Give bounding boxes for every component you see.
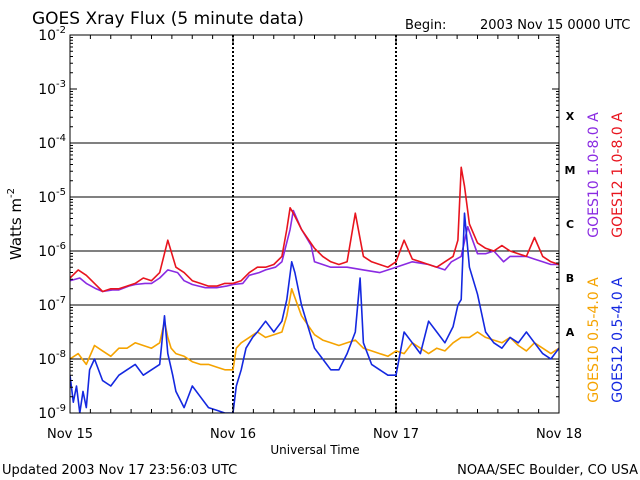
day-separators [232, 35, 397, 413]
legend-label: GOES10 0.5-4.0 A [586, 277, 602, 403]
y-tick-label-base: 10 [38, 352, 56, 368]
flare-class-labels: X M C B A [565, 110, 576, 339]
y-tick-label: 10-9 [38, 403, 66, 422]
y-tick-label-exponent: -7 [56, 295, 66, 306]
y-tick-label: 10-4 [38, 133, 66, 152]
legend: GOES10 1.0-8.0 A GOES12 1.0-8.0 A GOES10 0… [586, 112, 626, 403]
series-lines [70, 166, 559, 413]
x-axis-ticks: Nov 15 Nov 16 Nov 17 Nov 18 [47, 35, 582, 442]
y-tick-label: 10-6 [38, 241, 66, 260]
y-tick-label-exponent: -9 [56, 403, 66, 414]
y-tick-label-base: 10 [38, 28, 56, 44]
y-tick-label-base: 10 [38, 136, 56, 152]
x-axis-label: Universal Time [270, 443, 359, 457]
series-line [70, 212, 559, 413]
y-tick-label-exponent: -6 [56, 241, 66, 252]
flare-class-label: B [566, 272, 574, 285]
y-axis-label: Watts m-2 [6, 188, 25, 260]
y-tick-label-exponent: -8 [56, 349, 66, 360]
series-line [70, 209, 559, 293]
y-tick-label-base: 10 [38, 190, 56, 206]
footer-source: NOAA/SEC Boulder, CO USA [457, 463, 638, 478]
legend-label: GOES12 1.0-8.0 A [610, 112, 626, 238]
begin-label: Begin: [405, 18, 446, 33]
y-axis-label-sup: -2 [6, 188, 17, 198]
y-tick-label-exponent: -4 [56, 133, 66, 144]
chart-title: GOES Xray Flux (5 minute data) [32, 9, 304, 29]
x-tick-label: Nov 17 [373, 427, 419, 442]
y-tick-label: 10-5 [38, 187, 66, 206]
x-tick-label: Nov 18 [536, 427, 582, 442]
y-tick-label: 10-3 [38, 79, 66, 98]
y-tick-label-base: 10 [38, 406, 56, 422]
y-tick-label-base: 10 [38, 244, 56, 260]
x-tick-label: Nov 16 [210, 427, 256, 442]
series-line [70, 287, 559, 371]
series-line [70, 166, 559, 293]
y-axis-ticks: 10-910-810-710-610-510-410-310-2 [38, 25, 559, 422]
y-tick-label-exponent: -2 [56, 25, 66, 36]
flare-class-label: C [566, 218, 574, 231]
y-tick-label: 10-7 [38, 295, 66, 314]
y-tick-label-exponent: -5 [56, 187, 66, 198]
x-tick-label: Nov 15 [47, 427, 93, 442]
y-tick-label: 10-2 [38, 25, 66, 44]
gridlines [70, 142, 559, 360]
y-axis-label-text: Watts m [7, 198, 25, 260]
y-tick-label-base: 10 [38, 82, 56, 98]
flare-class-label: M [565, 164, 576, 177]
legend-label: GOES10 1.0-8.0 A [586, 112, 602, 238]
legend-label: GOES12 0.5-4.0 A [610, 277, 626, 403]
begin-date: 2003 Nov 15 0000 UTC [480, 18, 630, 33]
footer-updated: Updated 2003 Nov 17 23:56:03 UTC [2, 463, 237, 478]
y-tick-label: 10-8 [38, 349, 66, 368]
y-tick-label-base: 10 [38, 298, 56, 314]
flare-class-label: A [566, 326, 575, 339]
flare-class-label: X [566, 110, 575, 123]
y-tick-label-exponent: -3 [56, 79, 66, 90]
